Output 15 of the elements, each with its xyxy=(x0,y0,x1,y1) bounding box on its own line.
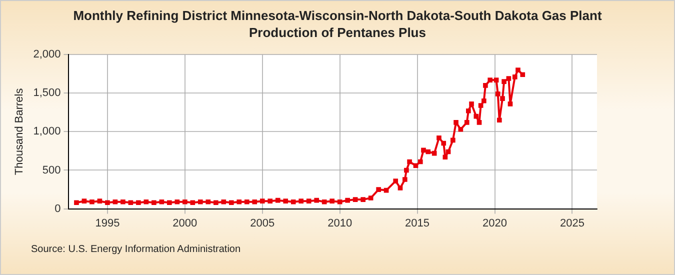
x-tick-label: 2010 xyxy=(328,217,352,230)
x-tick-label: 1995 xyxy=(95,217,120,230)
y-tick-label: 1,000 xyxy=(33,126,61,138)
x-tick-label: 2000 xyxy=(172,217,198,230)
x-tick-label: 2005 xyxy=(250,217,275,230)
x-tick-label: 2025 xyxy=(560,217,584,230)
source-note: Source: U.S. Energy Information Administration xyxy=(31,244,241,255)
y-tick-label: 0 xyxy=(54,202,61,215)
y-tick-label: 2,000 xyxy=(33,48,61,61)
y-tick-label: 1,500 xyxy=(33,87,61,100)
x-tick-label: 2020 xyxy=(482,217,507,230)
x-tick-label: 2015 xyxy=(405,217,430,230)
chart-title: Monthly Refining District Minnesota-Wisconsin-North Dakota-South Dakota Gas Plant Production of Pentanes Plus xyxy=(72,7,603,41)
y-axis-title: Thousand Barrels xyxy=(14,88,26,176)
y-tick-label: 500 xyxy=(42,164,61,176)
